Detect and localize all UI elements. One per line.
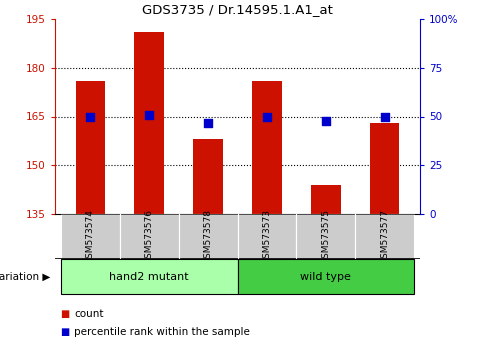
Text: GSM573574: GSM573574 <box>86 209 95 264</box>
Bar <box>120 214 179 259</box>
Bar <box>252 81 282 214</box>
Text: genotype/variation ▶: genotype/variation ▶ <box>0 272 50 281</box>
Point <box>322 119 330 124</box>
Text: count: count <box>74 309 104 319</box>
Bar <box>179 214 238 259</box>
Bar <box>61 259 238 294</box>
Bar <box>370 123 399 214</box>
Text: GSM573575: GSM573575 <box>321 209 330 264</box>
Text: ■: ■ <box>60 327 69 337</box>
Text: hand2 mutant: hand2 mutant <box>109 272 189 281</box>
Text: ■: ■ <box>60 309 69 319</box>
Point <box>381 114 388 119</box>
Point <box>204 120 212 126</box>
Bar <box>311 185 340 214</box>
Point <box>263 114 271 119</box>
Bar <box>296 214 355 259</box>
Bar <box>238 259 414 294</box>
Text: GSM573578: GSM573578 <box>204 209 213 264</box>
Text: GSM573577: GSM573577 <box>380 209 389 264</box>
Bar <box>76 81 105 214</box>
Bar <box>134 32 164 214</box>
Text: GSM573576: GSM573576 <box>144 209 154 264</box>
Bar <box>355 214 414 259</box>
Text: wild type: wild type <box>300 272 351 281</box>
Bar <box>61 214 120 259</box>
Bar <box>193 139 223 214</box>
Bar <box>238 214 296 259</box>
Point <box>86 114 94 119</box>
Text: percentile rank within the sample: percentile rank within the sample <box>74 327 250 337</box>
Title: GDS3735 / Dr.14595.1.A1_at: GDS3735 / Dr.14595.1.A1_at <box>142 4 333 16</box>
Text: GSM573573: GSM573573 <box>263 209 271 264</box>
Point <box>145 112 153 118</box>
